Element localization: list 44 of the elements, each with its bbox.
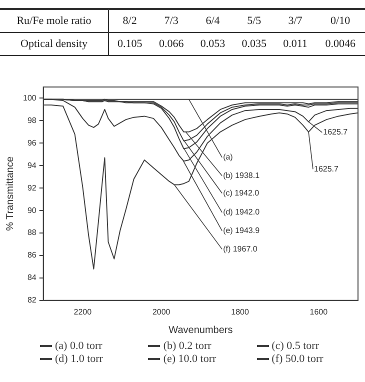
text: 0.011 (282, 37, 308, 52)
y-tick-label: 94 (27, 160, 37, 170)
text: Ru/Fe mole ratio (0, 9, 108, 32)
y-tick-label: 84 (27, 273, 37, 282)
legend-label: (f) 50.0 torr (272, 353, 324, 365)
y-tick-label: 88 (27, 228, 37, 238)
annotation: (e) 1943.9 (223, 226, 260, 236)
x-axis-title: Wavenumbers (168, 324, 233, 336)
text: 0.066 (158, 37, 185, 52)
legend-label: (d) 1.0 torr (55, 353, 103, 365)
y-tick-label: 90 (27, 206, 37, 215)
legend-label: (a) 0.0 torr (55, 340, 102, 352)
annotation: 1625.7 (314, 164, 340, 174)
y-axis-title: % Transmittance (4, 156, 16, 231)
x-tick-label: 2200 (74, 307, 92, 316)
y-tick-label: 92 (27, 183, 37, 192)
x-tick-label: 2000 (152, 307, 171, 316)
y-tick-label: 96 (27, 138, 37, 148)
legend-label: (e) 10.0 torr (163, 353, 216, 365)
annotation: 1625.7 (323, 128, 348, 137)
text: 0/10 (316, 9, 365, 32)
text: 8/2 (108, 9, 151, 32)
text: 3/7 (274, 9, 316, 32)
annotation: (d) 1942.0 (223, 208, 260, 217)
y-tick-label: 82 (27, 296, 37, 305)
text: 7/3 (150, 9, 192, 32)
y-tick-label: 100 (22, 93, 37, 102)
text: Optical density (0, 32, 108, 56)
annotation: (a) (223, 152, 234, 162)
legend-label: (c) 0.5 torr (272, 340, 319, 352)
text: 0.105 (116, 37, 144, 52)
text: 5/5 (233, 9, 275, 32)
text: 0.053 (199, 37, 226, 52)
y-tick-label: 86 (27, 250, 37, 260)
text: 0.035 (240, 37, 268, 52)
text: 0.0046 (324, 37, 356, 52)
annotation: (f) 1967.0 (223, 244, 258, 254)
annotation: (c) 1942.0 (223, 188, 260, 198)
legend-label: (b) 0.2 torr (163, 340, 212, 352)
text: 6/4 (192, 9, 234, 32)
x-tick-label: 1600 (310, 307, 328, 316)
x-tick-label: 1800 (231, 307, 250, 316)
annotation: (b) 1938.1 (223, 170, 260, 180)
y-tick-label: 98 (27, 116, 37, 125)
